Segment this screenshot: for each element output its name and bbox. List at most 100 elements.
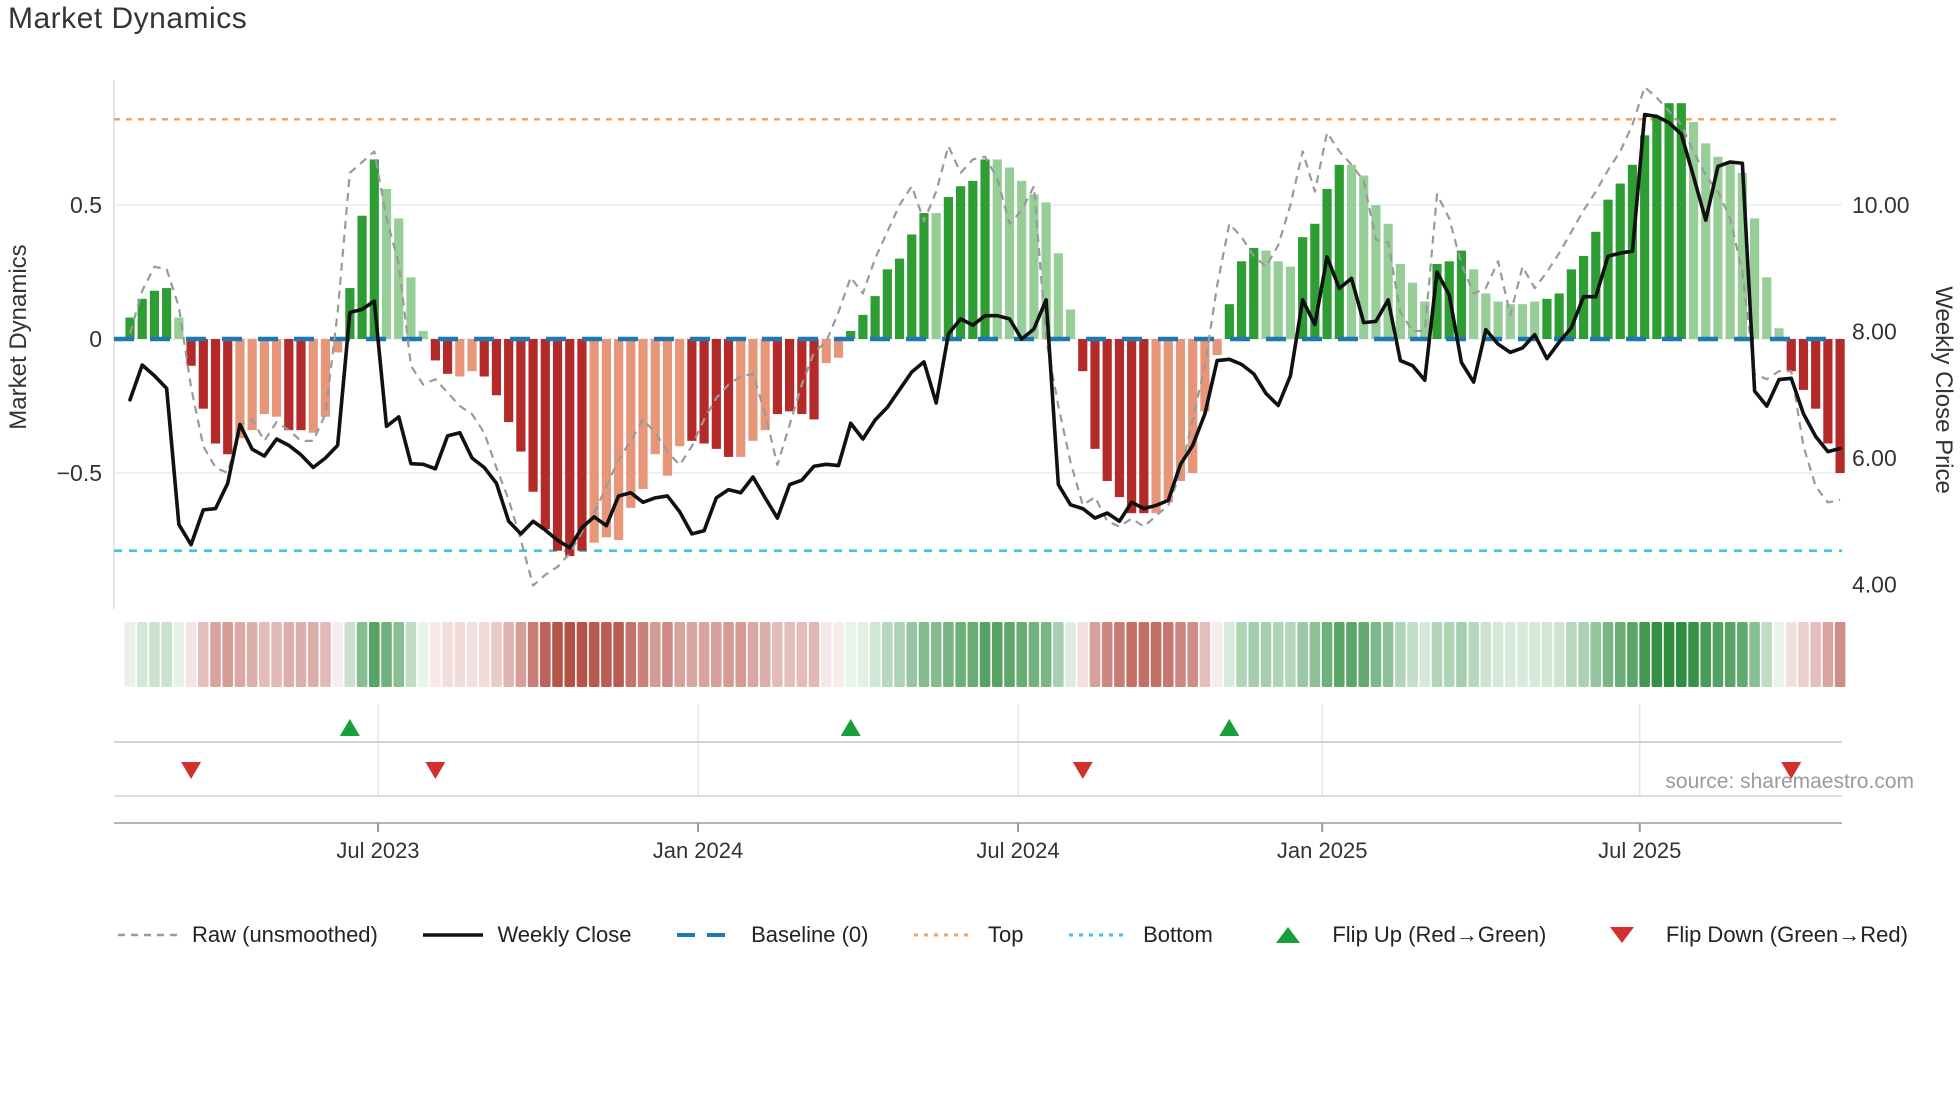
osc-bar	[1701, 143, 1711, 339]
heatmap-cell	[1114, 622, 1125, 687]
osc-bar	[1798, 339, 1809, 390]
gridlines	[113, 80, 1842, 609]
heatmap-cell	[576, 622, 588, 687]
osc-bar	[1505, 304, 1515, 339]
heatmap-cell	[1724, 622, 1736, 687]
osc-bar	[1395, 263, 1405, 339]
heatmap-cell	[979, 622, 991, 687]
osc-bar	[1236, 261, 1247, 339]
heatmap-cell	[552, 622, 563, 687]
heatmap-cell	[1627, 622, 1638, 687]
heatmap-cell	[882, 622, 893, 687]
heatmap-cell	[991, 622, 1003, 687]
heatmap-cell	[1333, 622, 1345, 687]
heatmap-cell	[1504, 622, 1516, 687]
heatmap-cell	[747, 622, 759, 687]
osc-bar	[235, 339, 245, 439]
legend-item-raw-unsmoothed[interactable]: Raw (unsmoothed)	[116, 922, 378, 948]
heatmap-cell	[613, 622, 624, 687]
dashed-line-icon	[116, 925, 180, 945]
heatmap-cell	[1602, 622, 1614, 687]
osc-bar	[198, 339, 208, 409]
osc-bar	[430, 339, 440, 361]
legend-label: Baseline (0)	[751, 922, 869, 947]
legend-item-flip-down-green-red[interactable]: Flip Down (Green→Red)	[1590, 922, 1908, 948]
heatmap-cell	[894, 622, 905, 687]
right-axis-title: Weekly Close Price	[1930, 286, 1957, 494]
heatmap-cell	[1529, 622, 1541, 687]
osc-bar	[785, 339, 795, 412]
source-credit: source: sharemaestro.com	[1665, 770, 1914, 793]
heatmap-cell	[1297, 622, 1308, 687]
heatmap-cell	[1395, 622, 1406, 687]
heatmap-cell	[649, 622, 661, 687]
osc-bar	[1273, 261, 1283, 339]
osc-bar	[1041, 202, 1051, 339]
legend-item-top[interactable]: Top	[912, 922, 1024, 948]
heatmap-cell	[381, 622, 392, 687]
osc-bar	[381, 188, 392, 339]
osc-bar	[1310, 223, 1320, 339]
legend-item-weekly-close[interactable]: Weekly Close	[421, 922, 632, 948]
heatmap-cell	[1553, 622, 1565, 687]
heatmap-cell	[405, 622, 417, 687]
osc-bar	[284, 339, 294, 431]
heatmap-cell	[1199, 622, 1211, 687]
heatmap-cell	[1272, 622, 1284, 687]
heatmap-cell	[930, 622, 942, 687]
osc-bar	[1542, 298, 1552, 339]
heatmap-cell	[1321, 622, 1333, 687]
osc-bar	[467, 339, 477, 372]
osc-bar	[247, 339, 257, 431]
osc-bar	[1212, 339, 1222, 356]
heatmap-cell	[918, 622, 930, 687]
heatmap-cell	[515, 622, 527, 687]
heatmap-cell	[796, 622, 808, 687]
legend-label: Weekly Close	[497, 922, 632, 947]
y-axis-left: 0.5 0 −0.5 Market Dynamics	[5, 192, 102, 486]
osc-bar	[858, 314, 868, 339]
osc-bar	[1456, 250, 1467, 339]
osc-bar	[1481, 293, 1491, 339]
legend-item-bottom[interactable]: Bottom	[1067, 922, 1213, 948]
heatmap-cell	[1773, 622, 1785, 687]
osc-bar	[1823, 339, 1833, 444]
osc-bar	[882, 269, 892, 339]
osc-bar	[1298, 237, 1308, 339]
legend-label: Top	[988, 922, 1024, 947]
heatmap-cell	[1187, 622, 1199, 687]
legend-item-baseline-0[interactable]: Baseline (0)	[675, 922, 868, 948]
heatmap-cell	[686, 622, 698, 687]
heatmap-cell	[698, 622, 710, 687]
osc-bar	[1688, 121, 1699, 339]
triangle-down-icon	[1590, 925, 1654, 945]
osc-bar	[174, 317, 184, 339]
heatmap-cell	[1676, 622, 1687, 687]
osc-bar	[638, 339, 648, 490]
legend-item-flip-up-red-green[interactable]: Flip Up (Red→Green)	[1256, 922, 1546, 948]
osc-bar	[1004, 167, 1015, 339]
osc-bar	[1359, 175, 1369, 339]
heatmap-cell	[1138, 622, 1150, 687]
legend-label: Flip Down (Green→Red)	[1665, 922, 1908, 947]
heatmap-cell	[601, 622, 612, 687]
osc-bar	[1017, 180, 1027, 339]
osc-bar	[1065, 309, 1076, 339]
heatmap-cell	[332, 622, 343, 687]
osc-bar	[1127, 339, 1137, 514]
osc-bar	[1188, 339, 1198, 473]
heatmap-cell	[173, 622, 185, 687]
osc-bar	[1285, 266, 1296, 339]
osc-bar	[821, 339, 831, 364]
osc-bar	[1530, 301, 1540, 339]
osc-bar	[491, 339, 502, 396]
heatmap-cell	[1211, 622, 1223, 687]
heatmap-cell	[869, 622, 881, 687]
osc-bar	[137, 298, 147, 339]
heatmap-cell	[1248, 622, 1260, 687]
heatmap-cell	[478, 622, 490, 687]
heatmap-cell	[1822, 622, 1834, 687]
heatmap-cell	[234, 622, 246, 687]
heatmap-cell	[857, 622, 869, 687]
